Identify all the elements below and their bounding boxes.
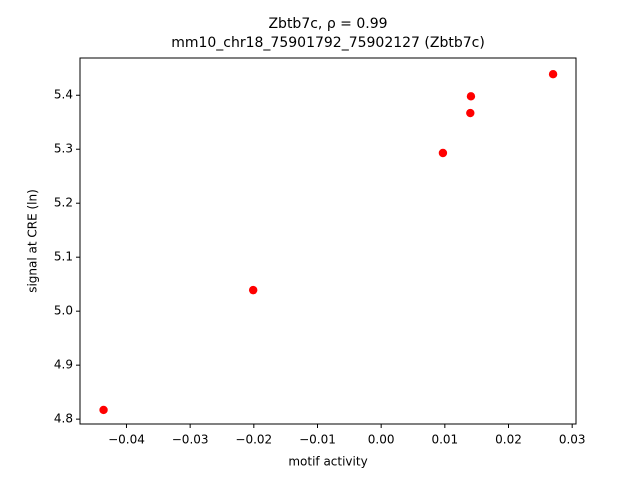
chart-subtitle: mm10_chr18_75901792_75902127 (Zbtb7c) xyxy=(171,35,485,51)
x-tick-label: 0.00 xyxy=(368,433,395,447)
point xyxy=(99,405,108,415)
chart-title: Zbtb7c, ρ = 0.99 xyxy=(268,16,387,32)
y-axis-label: signal at CRE (ln) xyxy=(26,189,40,293)
y-tick-label: 5.3 xyxy=(54,142,73,156)
point xyxy=(248,285,258,295)
point xyxy=(466,108,475,118)
x-tick-label: −0.02 xyxy=(235,433,272,447)
y-tick-label: 5.2 xyxy=(54,196,73,210)
point xyxy=(466,92,476,101)
x-tick-label: 0.02 xyxy=(495,433,522,447)
y-tick-label: 4.9 xyxy=(54,358,73,372)
point xyxy=(438,148,448,158)
x-tick-label: 0.03 xyxy=(559,433,586,447)
x-tick-label: −0.04 xyxy=(108,433,145,447)
axes-frame xyxy=(79,57,577,425)
y-tick-label: 5.1 xyxy=(54,250,73,264)
y-tick-label: 5.0 xyxy=(54,304,73,318)
y-tick-label: 5.4 xyxy=(54,88,73,102)
x-tick-label: 0.01 xyxy=(431,433,458,447)
x-tick-label: −0.01 xyxy=(299,433,336,447)
x-axis-label: motif activity xyxy=(288,455,367,469)
x-tick-label: −0.03 xyxy=(172,433,209,447)
y-tick-label: 4.8 xyxy=(54,412,73,426)
point xyxy=(548,69,558,79)
